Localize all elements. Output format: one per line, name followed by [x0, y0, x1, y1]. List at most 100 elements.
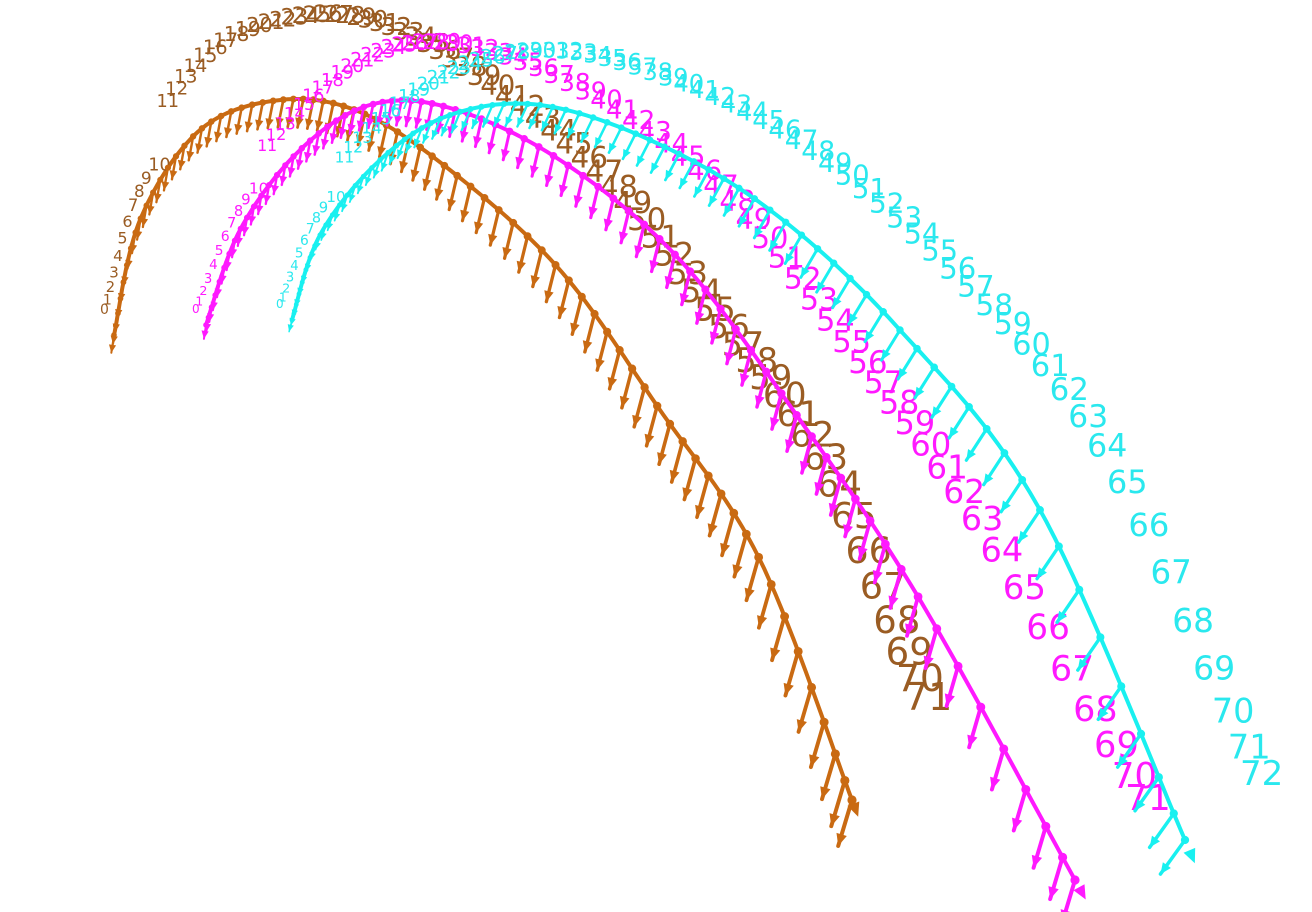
magenta-arrow-head: [235, 236, 243, 246]
cyan-marker-label: 22: [437, 63, 461, 84]
magenta-spine-node: [999, 744, 1009, 754]
brown-arrow-marker: [410, 143, 425, 182]
magenta-spine-node: [1058, 852, 1068, 862]
cyan-arrow-marker: [471, 103, 485, 130]
brown-spine-node: [480, 194, 489, 202]
magenta-spine-node: [777, 389, 786, 398]
magenta-arrow-head: [366, 117, 375, 128]
magenta-arrow-marker: [329, 117, 340, 145]
cyan-arrow-marker: [481, 101, 496, 128]
cyan-arrow-marker: [707, 175, 728, 207]
magenta-arrow-head: [486, 142, 496, 153]
brown-arrow-marker: [177, 142, 188, 171]
brown-marker-label: 18: [224, 22, 250, 46]
magenta-spine-node: [896, 564, 906, 574]
brown-spine-node: [741, 529, 751, 539]
brown-marker-label: 16: [203, 36, 228, 59]
cyan-spine-node: [576, 110, 583, 117]
cyan-spine-node: [589, 114, 597, 121]
brown-marker-label: 70: [896, 656, 944, 700]
cyan-arrow-marker: [737, 195, 758, 228]
brown-arrow-head: [186, 150, 195, 161]
cyan-arrow-head: [505, 116, 513, 126]
cyan-arrow-marker: [1115, 729, 1146, 769]
cyan-arrow-marker: [1035, 542, 1063, 581]
magenta-marker-label: 71: [1125, 778, 1171, 819]
magenta-arrow-head: [229, 248, 238, 258]
cyan-marker-label: 57: [957, 270, 994, 304]
cyan-marker-label: 71: [1228, 728, 1271, 767]
brown-arrow-head: [502, 247, 512, 259]
brown-marker-label: 20: [246, 13, 272, 37]
magenta-arrow-marker: [618, 207, 633, 245]
brown-arrow-head: [695, 504, 705, 518]
magenta-arrow-head: [287, 167, 296, 177]
cyan-spine-node: [618, 124, 625, 132]
magenta-arrow-marker: [394, 96, 406, 127]
brown-spine-node: [840, 775, 850, 786]
magenta-spine-node: [258, 192, 265, 199]
magenta-marker-label: 22: [360, 43, 385, 66]
magenta-marker-label: 2: [199, 283, 207, 298]
brown-arrow-marker: [644, 401, 662, 448]
magenta-arrow-head: [739, 373, 750, 386]
cyan-spine-node: [1054, 542, 1063, 551]
magenta-marker-label: 11: [257, 136, 277, 155]
magenta-marker-label: 28: [423, 30, 450, 55]
cyan-marker-label: 12: [343, 138, 363, 157]
brown-arrow-head: [244, 121, 253, 132]
cyan-arrow-head: [356, 184, 364, 194]
cyan-arrow-head: [461, 120, 469, 131]
cyan-marker-label: 58: [975, 288, 1013, 323]
cyan-arrow-marker: [431, 115, 444, 140]
cyan-marker-label: 43: [720, 90, 752, 119]
cyan-spine-node: [879, 308, 887, 316]
cyan-arrow-head: [365, 176, 372, 186]
magenta-marker-label: 63: [961, 499, 1003, 538]
magenta-spine-node: [865, 516, 875, 526]
cyan-spine-node: [982, 425, 991, 433]
magenta-arrow-head: [785, 439, 795, 452]
brown-spine-node: [453, 171, 461, 180]
cyan-spine-node: [661, 143, 668, 151]
brown-arrow-head: [836, 832, 847, 846]
cyan-marker-label: 29: [517, 39, 544, 63]
brown-spine-node: [691, 454, 700, 463]
magenta-marker-label: 30: [445, 31, 473, 57]
brown-arrow-head: [355, 134, 365, 145]
brown-arrow-marker: [544, 260, 560, 304]
magenta-marker-label: 5: [215, 243, 224, 259]
magenta-marker-label: 68: [1073, 690, 1118, 730]
brown-arrow-head: [177, 159, 186, 170]
cyan-marker-label: 40: [673, 70, 704, 98]
brown-spine-node: [393, 128, 402, 136]
magenta-arrow-marker: [857, 516, 875, 561]
brown-arrow-marker: [770, 612, 790, 663]
cyan-arrow-marker: [450, 108, 464, 134]
cyan-arrow-head: [832, 296, 842, 308]
cyan-arrow-head: [431, 129, 439, 139]
cyan-arrow-marker: [1076, 633, 1105, 672]
brown-arrow-head: [204, 136, 213, 147]
magenta-spine-node: [369, 100, 377, 108]
magenta-spine-node: [609, 194, 618, 203]
magenta-arrow-head: [905, 623, 916, 636]
cyan-marker-label: 15: [371, 110, 392, 129]
magenta-arrow-head: [588, 206, 598, 218]
magenta-spine-node: [807, 432, 816, 441]
cyan-marker-label: 51: [852, 172, 887, 205]
cyan-spine-node: [1136, 729, 1146, 738]
magenta-arrow-marker: [248, 203, 257, 226]
magenta-arrow-head: [529, 165, 539, 177]
brown-marker-label: 7: [128, 196, 138, 215]
cyan-marker-label: 31: [542, 38, 569, 63]
magenta-arrow-marker: [312, 130, 322, 156]
brown-arrow-head: [474, 221, 484, 233]
cyan-arrow-head: [679, 177, 688, 188]
magenta-spine-node: [360, 103, 368, 111]
brown-arrow-head: [125, 259, 133, 269]
brown-arrow-head: [744, 587, 755, 601]
cyan-spine-node: [524, 100, 531, 107]
brown-spine-node: [299, 95, 307, 103]
brown-marker-label: 34: [404, 23, 436, 53]
